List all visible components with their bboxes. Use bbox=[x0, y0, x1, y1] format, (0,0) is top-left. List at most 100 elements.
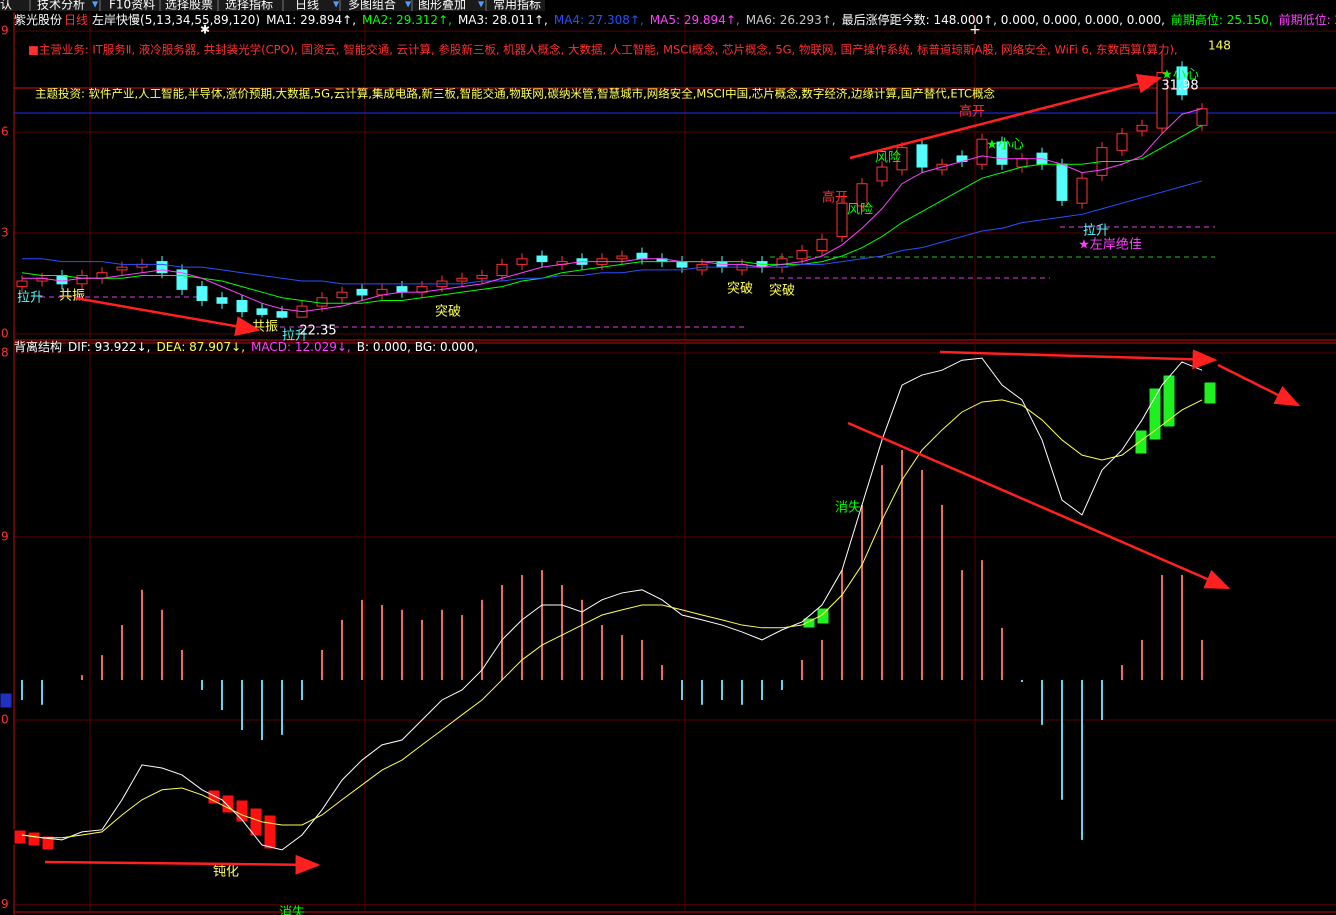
candle-body bbox=[396, 286, 408, 293]
legend-reading: : 29.894↑, bbox=[676, 13, 740, 27]
candle-body bbox=[636, 252, 648, 260]
candle-body bbox=[1156, 72, 1168, 129]
candle-body bbox=[776, 258, 788, 268]
legend-name: MACD bbox=[251, 340, 287, 354]
svg-text:▼: ▼ bbox=[92, 0, 99, 9]
y-tick-label: 9 bbox=[1, 529, 9, 543]
legend-reading: : 29.312↑, bbox=[388, 13, 452, 27]
business-line: ■主营业务: IT服务Ⅱ, 液冷服务器, 共封装光学(CPO), 国资云, 智能… bbox=[28, 43, 1178, 57]
annotation: 拉升 bbox=[1083, 224, 1109, 239]
legend-name: MA6 bbox=[746, 13, 772, 27]
candle-body bbox=[1196, 108, 1208, 126]
period: 日线 bbox=[64, 13, 88, 27]
candle-body bbox=[496, 263, 508, 276]
candle-body bbox=[676, 261, 688, 268]
candle-body bbox=[156, 261, 168, 274]
svg-text:▼: ▼ bbox=[405, 0, 412, 9]
candle-body bbox=[476, 274, 488, 279]
toolbar-item[interactable]: 选择指标 bbox=[225, 0, 273, 12]
candle-body bbox=[76, 274, 88, 285]
annotation: ★小心 bbox=[1161, 68, 1199, 83]
dif-line bbox=[21, 357, 1203, 851]
stock-name: 紫光股份 bbox=[14, 13, 62, 27]
annotation: 突破 bbox=[769, 283, 795, 299]
annotation: 突破 bbox=[435, 304, 461, 320]
annotation: 风险 bbox=[875, 151, 901, 166]
legend-name: MA4 bbox=[554, 13, 580, 27]
y-tick-label: 9 bbox=[1, 897, 9, 911]
candle-body bbox=[996, 141, 1008, 165]
prev-high: 前期高位: 25.150, bbox=[1171, 12, 1273, 27]
limit-up: 最后涨停距今数: 148.000↑, 0.000, 0.000, 0.000, … bbox=[842, 12, 1165, 27]
annotation: 共振 bbox=[252, 320, 278, 335]
annotation: 拉升 bbox=[17, 291, 43, 306]
legend-reading: : 87.907↓, bbox=[181, 340, 245, 354]
candle-body bbox=[256, 308, 268, 315]
candle-body bbox=[16, 280, 28, 288]
toolbar-item[interactable]: 日线 bbox=[295, 0, 319, 12]
candle-body bbox=[316, 297, 328, 307]
legend-reading: : 26.293↑, bbox=[772, 13, 836, 27]
toolbar-item[interactable]: 图形叠加 bbox=[418, 0, 466, 12]
legend-name: MA3 bbox=[458, 13, 484, 27]
legend-reading: : 12.029↓, bbox=[287, 340, 351, 354]
macd-extra: B: 0.000, BG: 0.000, bbox=[357, 340, 478, 354]
annotation: 高开 bbox=[822, 190, 848, 206]
annotation: ★小心 bbox=[986, 138, 1024, 153]
candle-body bbox=[1176, 66, 1188, 96]
annotation: 消失 bbox=[279, 906, 305, 915]
legend-name: MA1 bbox=[266, 13, 292, 27]
arrows: ✱ + bbox=[44, 22, 1301, 875]
candle-body bbox=[616, 255, 628, 260]
toolbar-item[interactable]: 认 bbox=[0, 0, 12, 12]
toolbar-item[interactable]: 技术分析 bbox=[37, 0, 85, 12]
dea-line bbox=[21, 399, 1203, 839]
candle-body bbox=[356, 288, 368, 296]
y-tick-label: 0 bbox=[1, 326, 9, 340]
candle-body bbox=[336, 291, 348, 299]
level-lines bbox=[14, 87, 1336, 328]
candle-body bbox=[216, 297, 228, 304]
svg-text:✱: ✱ bbox=[200, 23, 210, 37]
candle-body bbox=[896, 147, 908, 171]
legend-name: DIF bbox=[68, 340, 88, 354]
legend-name: MA2 bbox=[362, 13, 388, 27]
candle-body bbox=[536, 255, 548, 263]
toolbar-item[interactable]: 选择股票 bbox=[165, 0, 213, 12]
annotation: 22.35 bbox=[299, 324, 336, 339]
toolbar-bar: ▼ ▼ ▼ ▼ bbox=[0, 0, 545, 11]
toolbar-item[interactable]: 常用指标 bbox=[493, 0, 541, 12]
annotation: 31.98 bbox=[1161, 79, 1198, 94]
legend-reading: : 28.011↑, bbox=[484, 13, 548, 27]
candle-body bbox=[116, 266, 128, 271]
annotation: 高开 bbox=[959, 104, 985, 120]
candle-body bbox=[276, 311, 288, 318]
theme-line: 主题投资: 软件产业,人工智能,半导体,涨价预期,大数据,5G,云计算,集成电路… bbox=[35, 87, 995, 101]
candle-body bbox=[856, 183, 868, 207]
ma-line bbox=[21, 124, 1203, 304]
y-tick-label: 3 bbox=[1, 225, 9, 239]
candle-body bbox=[876, 166, 888, 182]
annotation: 突破 bbox=[727, 281, 753, 297]
prev-low: 前期低位: 26.280, 0.000, bbox=[1279, 12, 1336, 27]
candle-body bbox=[1056, 163, 1068, 201]
candle-body bbox=[916, 144, 928, 168]
indicator-title: 背离结构 bbox=[14, 339, 62, 354]
macd-header: 背离结构 DIF: 93.922↓, DEA: 87.907↓, MACD: 12.0… bbox=[14, 339, 478, 354]
annotation: 消失 bbox=[835, 501, 861, 516]
legend-reading: : 27.308↑, bbox=[580, 13, 644, 27]
badge: 148 bbox=[1208, 39, 1231, 53]
ma-line bbox=[22, 180, 1203, 285]
ma-line bbox=[22, 108, 1203, 313]
svg-text:▼: ▼ bbox=[333, 0, 340, 9]
annotation: 共振 bbox=[59, 289, 85, 304]
toolbar-item[interactable]: 多图组合 bbox=[348, 0, 396, 12]
candle-body bbox=[816, 238, 828, 251]
legend-name: MA5 bbox=[650, 13, 676, 27]
y-tick-label: 0 bbox=[1, 713, 9, 727]
candle-body bbox=[1016, 158, 1028, 168]
toolbar-item[interactable]: F10资料 bbox=[109, 0, 155, 12]
